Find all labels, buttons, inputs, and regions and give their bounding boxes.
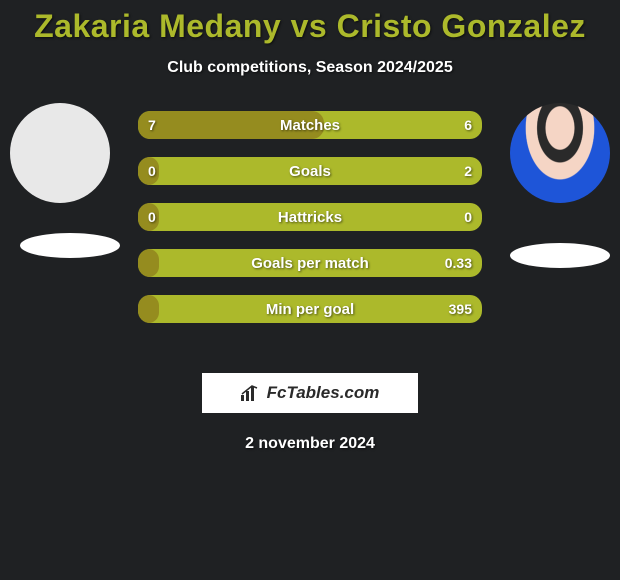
player-left-col — [10, 103, 120, 258]
stat-right-value: 395 — [449, 295, 472, 323]
player-right-avatar — [510, 103, 610, 203]
subtitle: Club competitions, Season 2024/2025 — [0, 59, 620, 77]
stat-label: Matches — [138, 117, 482, 134]
stat-right-value: 0.33 — [445, 249, 472, 277]
stat-right-value: 0 — [464, 203, 472, 231]
stat-row: 0 Goals 2 — [138, 157, 482, 185]
stat-label: Goals — [138, 163, 482, 180]
stat-right-value: 2 — [464, 157, 472, 185]
stat-label: Hattricks — [138, 209, 482, 226]
title: Zakaria Medany vs Cristo Gonzalez — [0, 8, 620, 45]
logo-box: FcTables.com — [202, 373, 418, 413]
logo-text: FcTables.com — [267, 383, 380, 403]
content-area: 7 Matches 6 0 Goals 2 0 Hattricks 0 Goal… — [0, 111, 620, 361]
player-right-col — [510, 103, 610, 268]
chart-icon — [241, 385, 261, 401]
comparison-card: Zakaria Medany vs Cristo Gonzalez Club c… — [0, 0, 620, 453]
stat-label: Goals per match — [138, 255, 482, 272]
stat-row: 7 Matches 6 — [138, 111, 482, 139]
stat-row: Goals per match 0.33 — [138, 249, 482, 277]
player-right-flag — [510, 243, 610, 268]
stat-label: Min per goal — [138, 301, 482, 318]
stat-right-value: 6 — [464, 111, 472, 139]
stat-row: Min per goal 395 — [138, 295, 482, 323]
stat-row: 0 Hattricks 0 — [138, 203, 482, 231]
player-left-flag — [20, 233, 120, 258]
footer-date: 2 november 2024 — [0, 435, 620, 453]
player-left-avatar — [10, 103, 110, 203]
stat-bars: 7 Matches 6 0 Goals 2 0 Hattricks 0 Goal… — [138, 111, 482, 323]
